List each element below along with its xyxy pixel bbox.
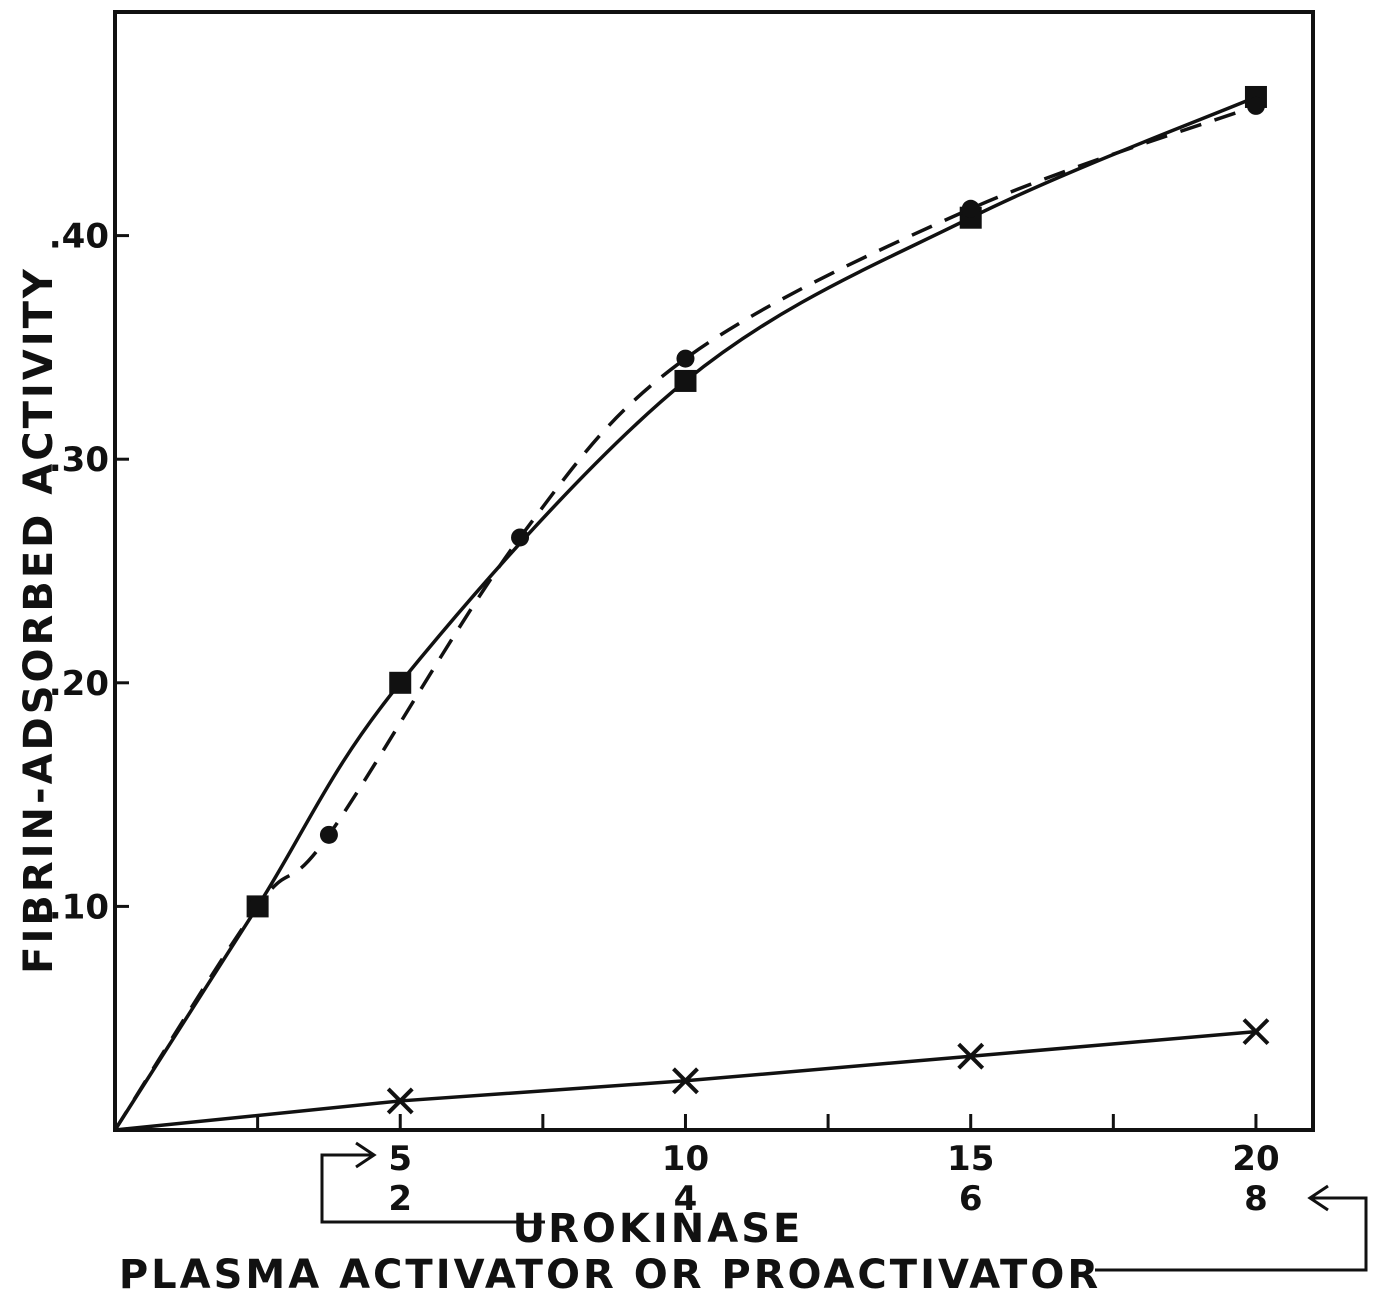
x-tick-label-urokinase: 15	[947, 1139, 994, 1179]
data-point-circle	[961, 199, 980, 218]
x-axis-label-urokinase: UROKINASE	[513, 1206, 804, 1252]
series-2	[113, 96, 1265, 1131]
data-point-circle	[511, 528, 530, 547]
data-point-circle	[319, 825, 338, 844]
x-tick-label-plasma-activator: 4	[674, 1179, 698, 1219]
x-axis-label-plasma-activator: PLASMA ACTIVATOR OR PROACTIVATOR	[119, 1252, 1101, 1298]
data-point-square	[389, 671, 412, 694]
data-point-x	[1242, 1018, 1270, 1046]
x-tick-label-plasma-activator: 2	[388, 1179, 412, 1219]
series-1	[113, 85, 1267, 1131]
urokinase-bracket	[320, 1153, 545, 1224]
series-3	[114, 1018, 1270, 1132]
y-ticks: .10 .20 .30 .40	[49, 217, 129, 927]
y-tick-label: .40	[49, 217, 109, 257]
x-tick-labels-urokinase: 5 10 15 20	[388, 1139, 1279, 1179]
data-point-circle	[1246, 96, 1265, 115]
plasma-activator-bracket-arrowhead	[1307, 1184, 1329, 1212]
y-tick-label: .30	[49, 440, 109, 480]
series-line	[113, 104, 1257, 1131]
series-layer	[113, 85, 1270, 1132]
x-tick-label-plasma-activator: 8	[1244, 1179, 1268, 1219]
data-point-circle	[676, 349, 695, 368]
x-tick-label-plasma-activator: 6	[959, 1179, 983, 1219]
x-tick-label-urokinase: 10	[662, 1139, 709, 1179]
data-point-circle	[248, 897, 267, 916]
data-point-x	[672, 1067, 699, 1095]
series-line	[113, 95, 1257, 1131]
plasma-activator-bracket	[1095, 1196, 1368, 1272]
x-minor-ticks	[256, 1114, 1258, 1130]
urokinase-bracket-arrowhead	[355, 1141, 377, 1169]
plot-frame	[113, 10, 1315, 1132]
x-tick-label-urokinase: 5	[388, 1139, 412, 1179]
x-tick-label-urokinase: 20	[1232, 1139, 1279, 1179]
y-axis-label: FIBRIN-ADSORBED ACTIVITY	[16, 266, 62, 974]
y-tick-label: .10	[49, 887, 109, 927]
x-tick-labels-plasma-activator: 2 4 6 8	[388, 1179, 1267, 1219]
data-point-x	[386, 1087, 414, 1115]
data-point-x	[957, 1042, 985, 1070]
y-tick-label: .20	[49, 664, 109, 704]
data-point-square	[674, 369, 697, 392]
